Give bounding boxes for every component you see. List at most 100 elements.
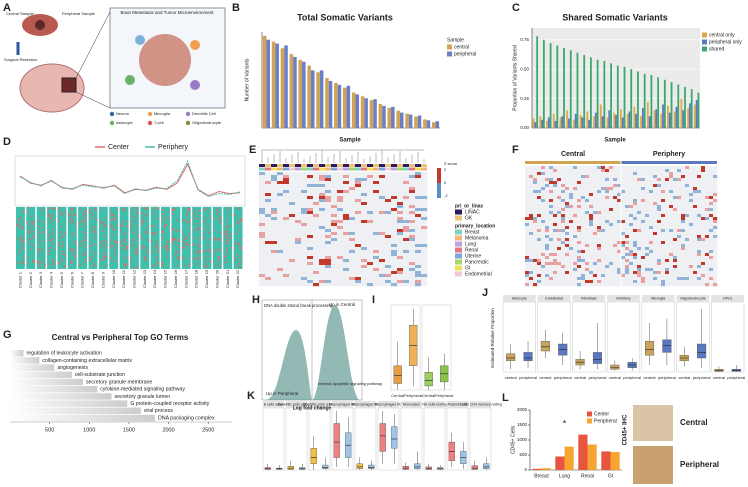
heatmap-cell: [649, 193, 653, 196]
heatmap-cell: [661, 235, 665, 238]
heatmap-cell: [645, 253, 649, 256]
heatmap-cell: [633, 244, 637, 247]
heatmap-cell: [277, 235, 283, 238]
heatmap-cell: [561, 211, 565, 214]
heatmap-cell: [529, 175, 533, 178]
cluster-dot: [65, 232, 67, 234]
heatmap-cell: [529, 280, 533, 283]
heatmap-cell: [391, 256, 397, 259]
heatmap-cell: [657, 208, 661, 211]
heatmap-cell: [409, 196, 415, 199]
heatmap-cell: [665, 184, 669, 187]
cluster-dot: [166, 250, 168, 252]
heatmap-cell: [525, 178, 529, 181]
heatmap-cell: [625, 238, 629, 241]
heatmap-cell: [421, 196, 427, 199]
heatmap-cell: [569, 280, 573, 283]
heatmap-cell: [713, 172, 717, 175]
heatmap-cell: [259, 181, 265, 184]
heatmap-cell: [397, 184, 403, 187]
heatmap-cell: [645, 235, 649, 238]
cluster-dot: [215, 239, 217, 241]
cluster-dot: [158, 250, 160, 252]
x-tick-label: Cluster 11: [121, 269, 126, 288]
heatmap-cell: [585, 223, 589, 226]
heatmap-cell: [385, 277, 391, 280]
heatmap-cell: [601, 193, 605, 196]
heatmap-cell: [301, 199, 307, 202]
heatmap-cell: [385, 202, 391, 205]
heatmap-cell: [325, 238, 331, 241]
heatmap-cell: [541, 277, 545, 280]
heatmap-cell: [601, 235, 605, 238]
heatmap-cell: [705, 256, 709, 259]
heatmap-cell: [549, 235, 553, 238]
cluster-dot: [227, 252, 229, 254]
heatmap-cell: [549, 229, 553, 232]
heatmap-cell: [319, 187, 325, 190]
heatmap-cell: [689, 247, 693, 250]
heatmap-cell: [349, 193, 355, 196]
heatmap-cell: [657, 241, 661, 244]
heatmap-cell: [649, 259, 653, 262]
heatmap-cell: [391, 277, 397, 280]
heatmap-cell: [533, 265, 537, 268]
heatmap-cell: [557, 226, 561, 229]
cluster-dot: [158, 208, 160, 210]
heatmap-cell: [537, 214, 541, 217]
heatmap-cell: [301, 220, 307, 223]
heatmap-cell: [391, 220, 397, 223]
heatmap-cell: [331, 208, 337, 211]
cluster-dot: [58, 221, 60, 223]
heatmap-cell: [697, 274, 701, 277]
x-tick-label: Cluster 22: [235, 269, 240, 288]
heatmap-cell: [325, 172, 331, 175]
panel-title: Microglia: [651, 296, 665, 300]
heatmap-cell: [295, 274, 301, 277]
heatmap-cell: [585, 190, 589, 193]
heatmap-cell: [689, 181, 693, 184]
heatmap-cell: [337, 178, 343, 181]
heatmap-cell: [553, 214, 557, 217]
heatmap-cell: [549, 244, 553, 247]
heatmap-cell: [271, 175, 277, 178]
box: [472, 466, 478, 470]
heatmap-cell: [307, 250, 313, 253]
heatmap-cell: [593, 232, 597, 235]
heatmap-cell: [685, 244, 689, 247]
heatmap-cell: [613, 184, 617, 187]
heatmap-cell: [415, 283, 421, 286]
cluster-dot: [213, 231, 215, 233]
heatmap-cell: [637, 232, 641, 235]
cluster-dot: [133, 245, 135, 247]
heatmap-cell: [653, 193, 657, 196]
cluster-dot: [123, 240, 125, 242]
cluster-dot: [61, 214, 63, 216]
heatmap-cell: [633, 247, 637, 250]
heatmap-cell: [319, 223, 325, 226]
heatmap-cell: [307, 205, 313, 208]
heatmap-cell: [355, 190, 361, 193]
cluster-dot: [83, 254, 85, 256]
heatmap-cell: [653, 256, 657, 259]
heatmap-cell: [533, 277, 537, 280]
scale-label: -2: [444, 193, 448, 198]
heatmap-cell: [361, 223, 367, 226]
bar: [391, 107, 395, 128]
heatmap-cell: [277, 229, 283, 232]
heatmap-cell: [581, 253, 585, 256]
heatmap-cell: [295, 172, 301, 175]
heatmap-cell: [295, 193, 301, 196]
heatmap-cell: [415, 262, 421, 265]
heatmap-cell: [577, 241, 581, 244]
heatmap-cell: [271, 238, 277, 241]
cluster-dot: [110, 245, 112, 247]
heatmap-cell: [561, 271, 565, 274]
bar: [590, 57, 592, 128]
density: [266, 330, 312, 400]
heatmap-cell: [385, 199, 391, 202]
x-tick-label: Central: [422, 393, 435, 398]
heatmap-cell: [681, 244, 685, 247]
cluster-dot: [193, 244, 195, 246]
heatmap-cell: [379, 175, 385, 178]
